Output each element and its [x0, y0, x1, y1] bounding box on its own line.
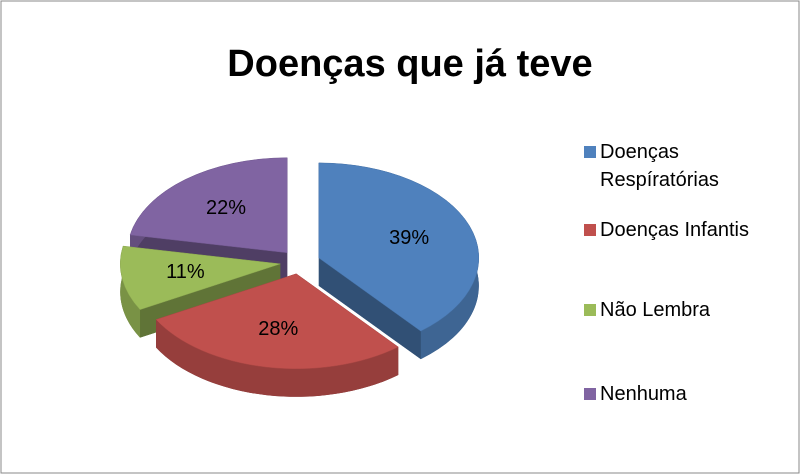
legend-item: Não Lembra [584, 296, 765, 324]
pie-slice [318, 162, 480, 332]
legend-label: Nenhuma [600, 383, 687, 405]
pie-slice [129, 157, 288, 254]
pie-slice [119, 245, 281, 310]
legend-swatch [584, 146, 596, 158]
data-label: 22% [206, 197, 246, 219]
legend-swatch [584, 388, 596, 400]
data-label: 28% [258, 318, 298, 340]
data-label: 39% [389, 227, 429, 249]
legend-swatch [584, 224, 596, 236]
pie-slice [155, 273, 399, 370]
legend-item: Doenças Infantis [584, 216, 765, 244]
slice-wall [156, 319, 399, 397]
legend-item: Nenhuma [584, 380, 765, 408]
slice-wall [120, 246, 141, 338]
data-label: 11% [166, 261, 205, 283]
slice-side [318, 257, 421, 360]
legend-label: Doenças Respíratórias [600, 141, 719, 191]
chart-title: Doenças que já teve [227, 43, 592, 85]
legend-label: Doenças Infantis [600, 219, 749, 241]
legend-label: Não Lembra [600, 299, 711, 321]
legend-swatch [584, 304, 596, 316]
legend-item: Doenças Respíratórias [584, 138, 765, 194]
